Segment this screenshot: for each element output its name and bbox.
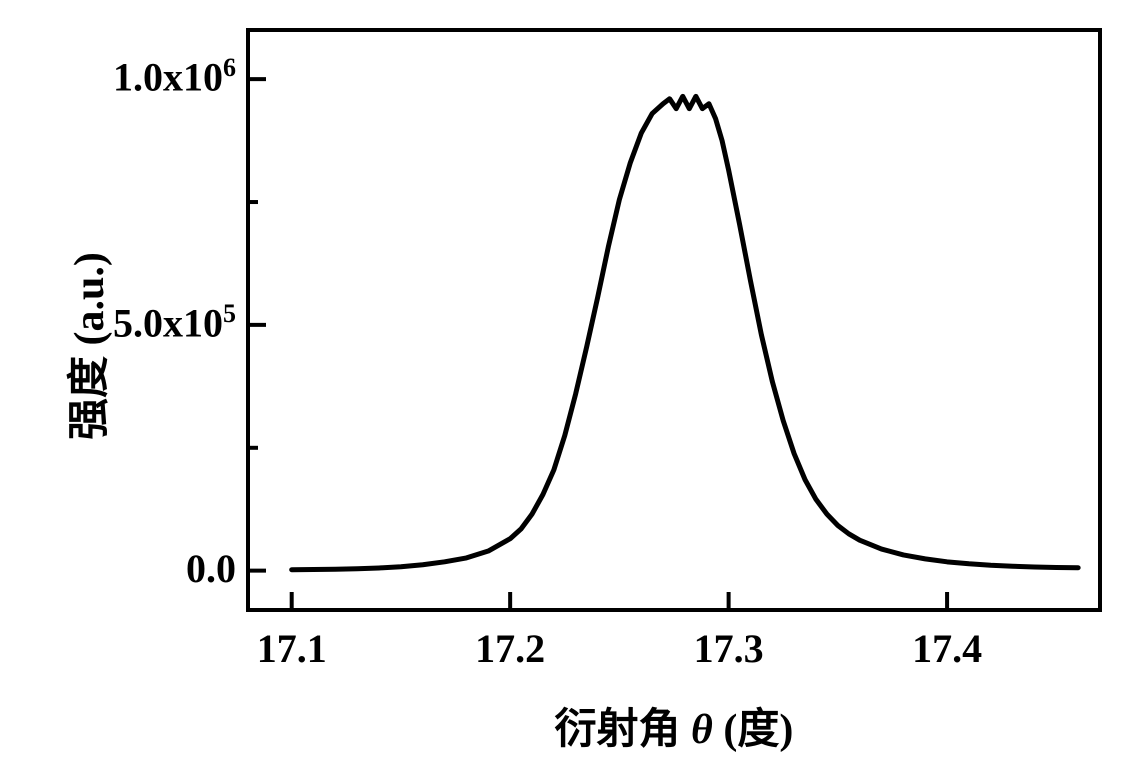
x-tick-label: 17.4 <box>902 625 992 672</box>
x-tick-label: 17.1 <box>247 625 337 672</box>
y-tick-label: 0.0 <box>186 545 236 592</box>
x-axis-label-theta: θ <box>691 707 713 753</box>
x-tick-label: 17.2 <box>465 625 555 672</box>
y-tick-label: 1.0x106 <box>113 53 236 100</box>
x-axis-label-prefix: 衍射角 <box>555 707 692 753</box>
y-tick-label: 5.0x105 <box>113 299 236 346</box>
x-tick-label: 17.3 <box>684 625 774 672</box>
y-axis-label-text: 强度 <box>67 345 113 440</box>
x-axis-label-suffix: (度) <box>713 707 793 753</box>
x-tick-label: 17.5 <box>1121 625 1130 672</box>
y-axis-label: 强度 (a.u.) <box>55 252 116 440</box>
x-axis-label: 衍射角 θ (度) <box>555 695 794 756</box>
y-axis-label-unit: (a.u.) <box>67 252 113 345</box>
